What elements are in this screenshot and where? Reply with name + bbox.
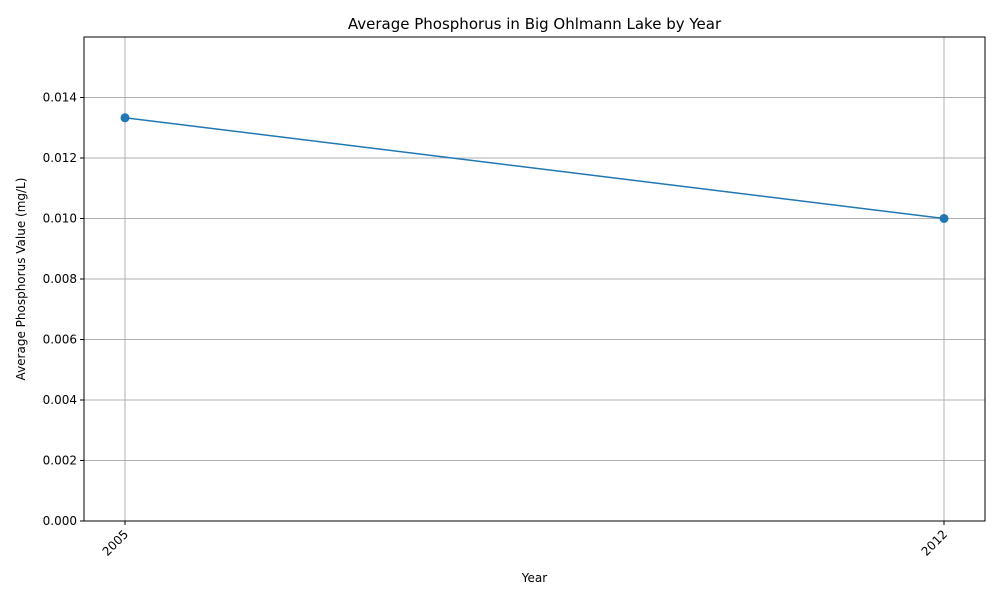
y-tick-label: 0.000 (43, 514, 77, 528)
data-point (939, 214, 949, 223)
grid-layer (84, 37, 985, 522)
y-tick-label: 0.008 (43, 272, 77, 286)
chart-title: Average Phosphorus in Big Ohlmann Lake b… (348, 15, 722, 33)
y-tick-label: 0.002 (43, 454, 77, 468)
y-tick-label: 0.014 (43, 91, 77, 105)
x-tick-label: 2012 (919, 527, 950, 558)
series-line (124, 117, 945, 220)
y-axis-label: Average Phosphorus Value (mg/L) (14, 178, 28, 381)
y-tick-label: 0.006 (43, 333, 77, 347)
x-axis-label: Year (521, 571, 547, 585)
x-tick-label: 2005 (100, 527, 131, 558)
data-point (120, 113, 130, 123)
series-layer (120, 113, 949, 223)
y-tick-label: 0.012 (43, 151, 77, 165)
y-tick-label: 0.004 (43, 393, 77, 407)
y-tick-label: 0.010 (43, 212, 77, 226)
x-axis-ticks: 2005 2012 (100, 521, 950, 559)
y-axis-ticks: 0.000 0.002 0.004 0.006 0.008 0.010 0.012 0.014 (43, 91, 84, 528)
